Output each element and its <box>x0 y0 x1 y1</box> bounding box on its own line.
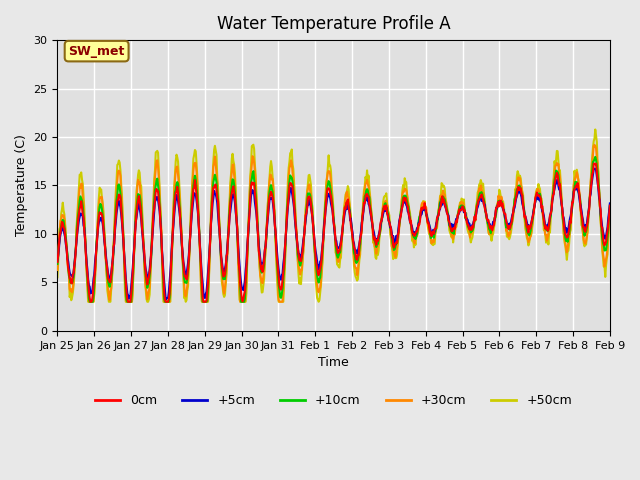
Title: Water Temperature Profile A: Water Temperature Profile A <box>217 15 451 33</box>
Y-axis label: Temperature (C): Temperature (C) <box>15 134 28 237</box>
Legend: 0cm, +5cm, +10cm, +30cm, +50cm: 0cm, +5cm, +10cm, +30cm, +50cm <box>90 389 577 412</box>
Text: SW_met: SW_met <box>68 45 125 58</box>
X-axis label: Time: Time <box>318 356 349 369</box>
